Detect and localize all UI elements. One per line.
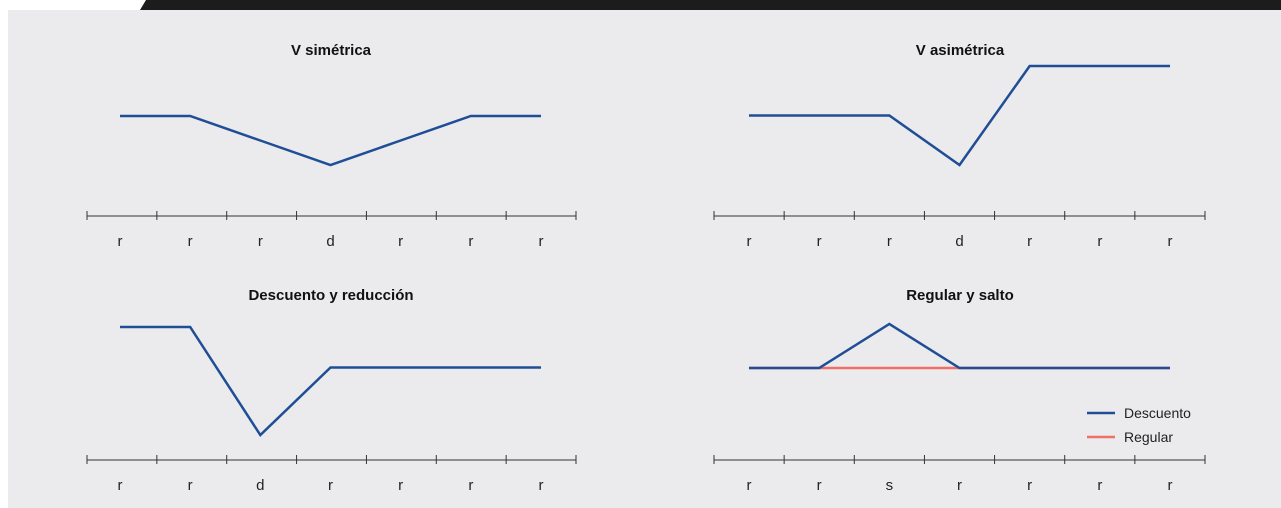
x-tick-label: r [468, 477, 473, 494]
chart-title: V simétrica [291, 42, 372, 59]
legend-label: Regular [1124, 429, 1173, 445]
series-line-descuento [120, 114, 541, 167]
x-tick-label: r [1168, 233, 1173, 250]
top-tab-accent [0, 0, 146, 10]
x-tick-label: r [118, 477, 123, 494]
chart-panel [8, 10, 1281, 508]
x-tick-label: r [468, 233, 473, 250]
chart-title: V asimétrica [916, 42, 1005, 59]
x-tick-label: r [747, 233, 752, 250]
x-tick-label: r [747, 477, 752, 494]
x-tick-label: s [886, 477, 894, 494]
x-tick-label: r [1097, 477, 1102, 494]
series-line-descuento [749, 322, 1170, 370]
series-line-descuento [120, 325, 541, 437]
x-tick-label: r [118, 233, 123, 250]
x-tick-label: r [398, 477, 403, 494]
x-tick-label: d [256, 477, 264, 494]
x-tick-label: r [887, 233, 892, 250]
x-tick-label: r [539, 233, 544, 250]
x-tick-label: r [398, 233, 403, 250]
x-tick-label: r [1027, 477, 1032, 494]
x-tick-label: r [1097, 233, 1102, 250]
x-tick-label: r [328, 477, 333, 494]
x-tick-label: r [817, 233, 822, 250]
x-tick-label: d [326, 233, 334, 250]
legend-label: Descuento [1124, 405, 1191, 421]
x-tick-label: r [817, 477, 822, 494]
top-bar [0, 0, 1281, 10]
series-line-descuento [749, 64, 1170, 167]
x-tick-label: r [957, 477, 962, 494]
x-tick-label: r [1027, 233, 1032, 250]
x-tick-label: r [1168, 477, 1173, 494]
x-tick-label: r [539, 477, 544, 494]
x-tick-label: r [258, 233, 263, 250]
x-tick-label: r [188, 233, 193, 250]
x-tick-label: d [955, 233, 963, 250]
chart-title: Descuento y reducción [248, 287, 413, 304]
chart-title: Regular y salto [906, 287, 1014, 304]
x-tick-label: r [188, 477, 193, 494]
